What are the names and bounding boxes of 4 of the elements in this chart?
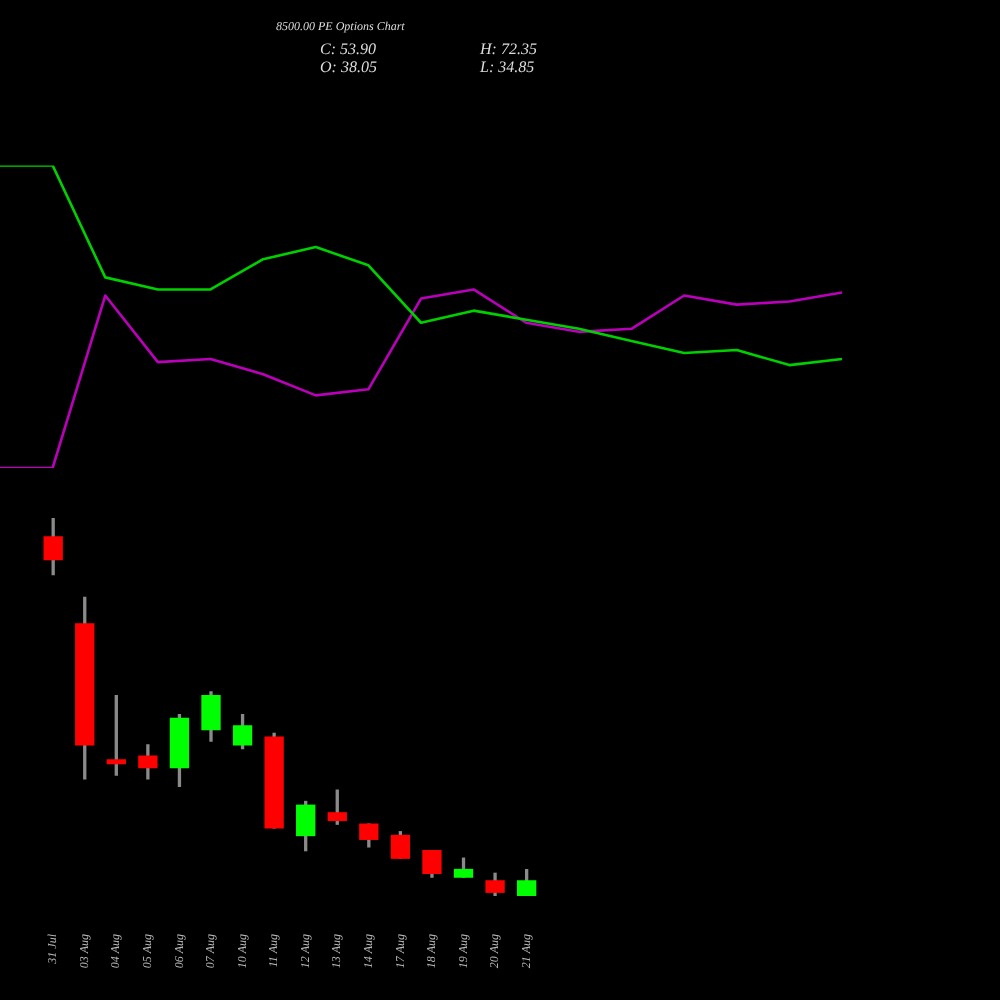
text: O: 38.05 [320, 57, 377, 75]
text: L: 34.85 [480, 57, 535, 75]
text: H: 72.35 [480, 40, 537, 58]
text: C: 53.90 [320, 40, 376, 58]
